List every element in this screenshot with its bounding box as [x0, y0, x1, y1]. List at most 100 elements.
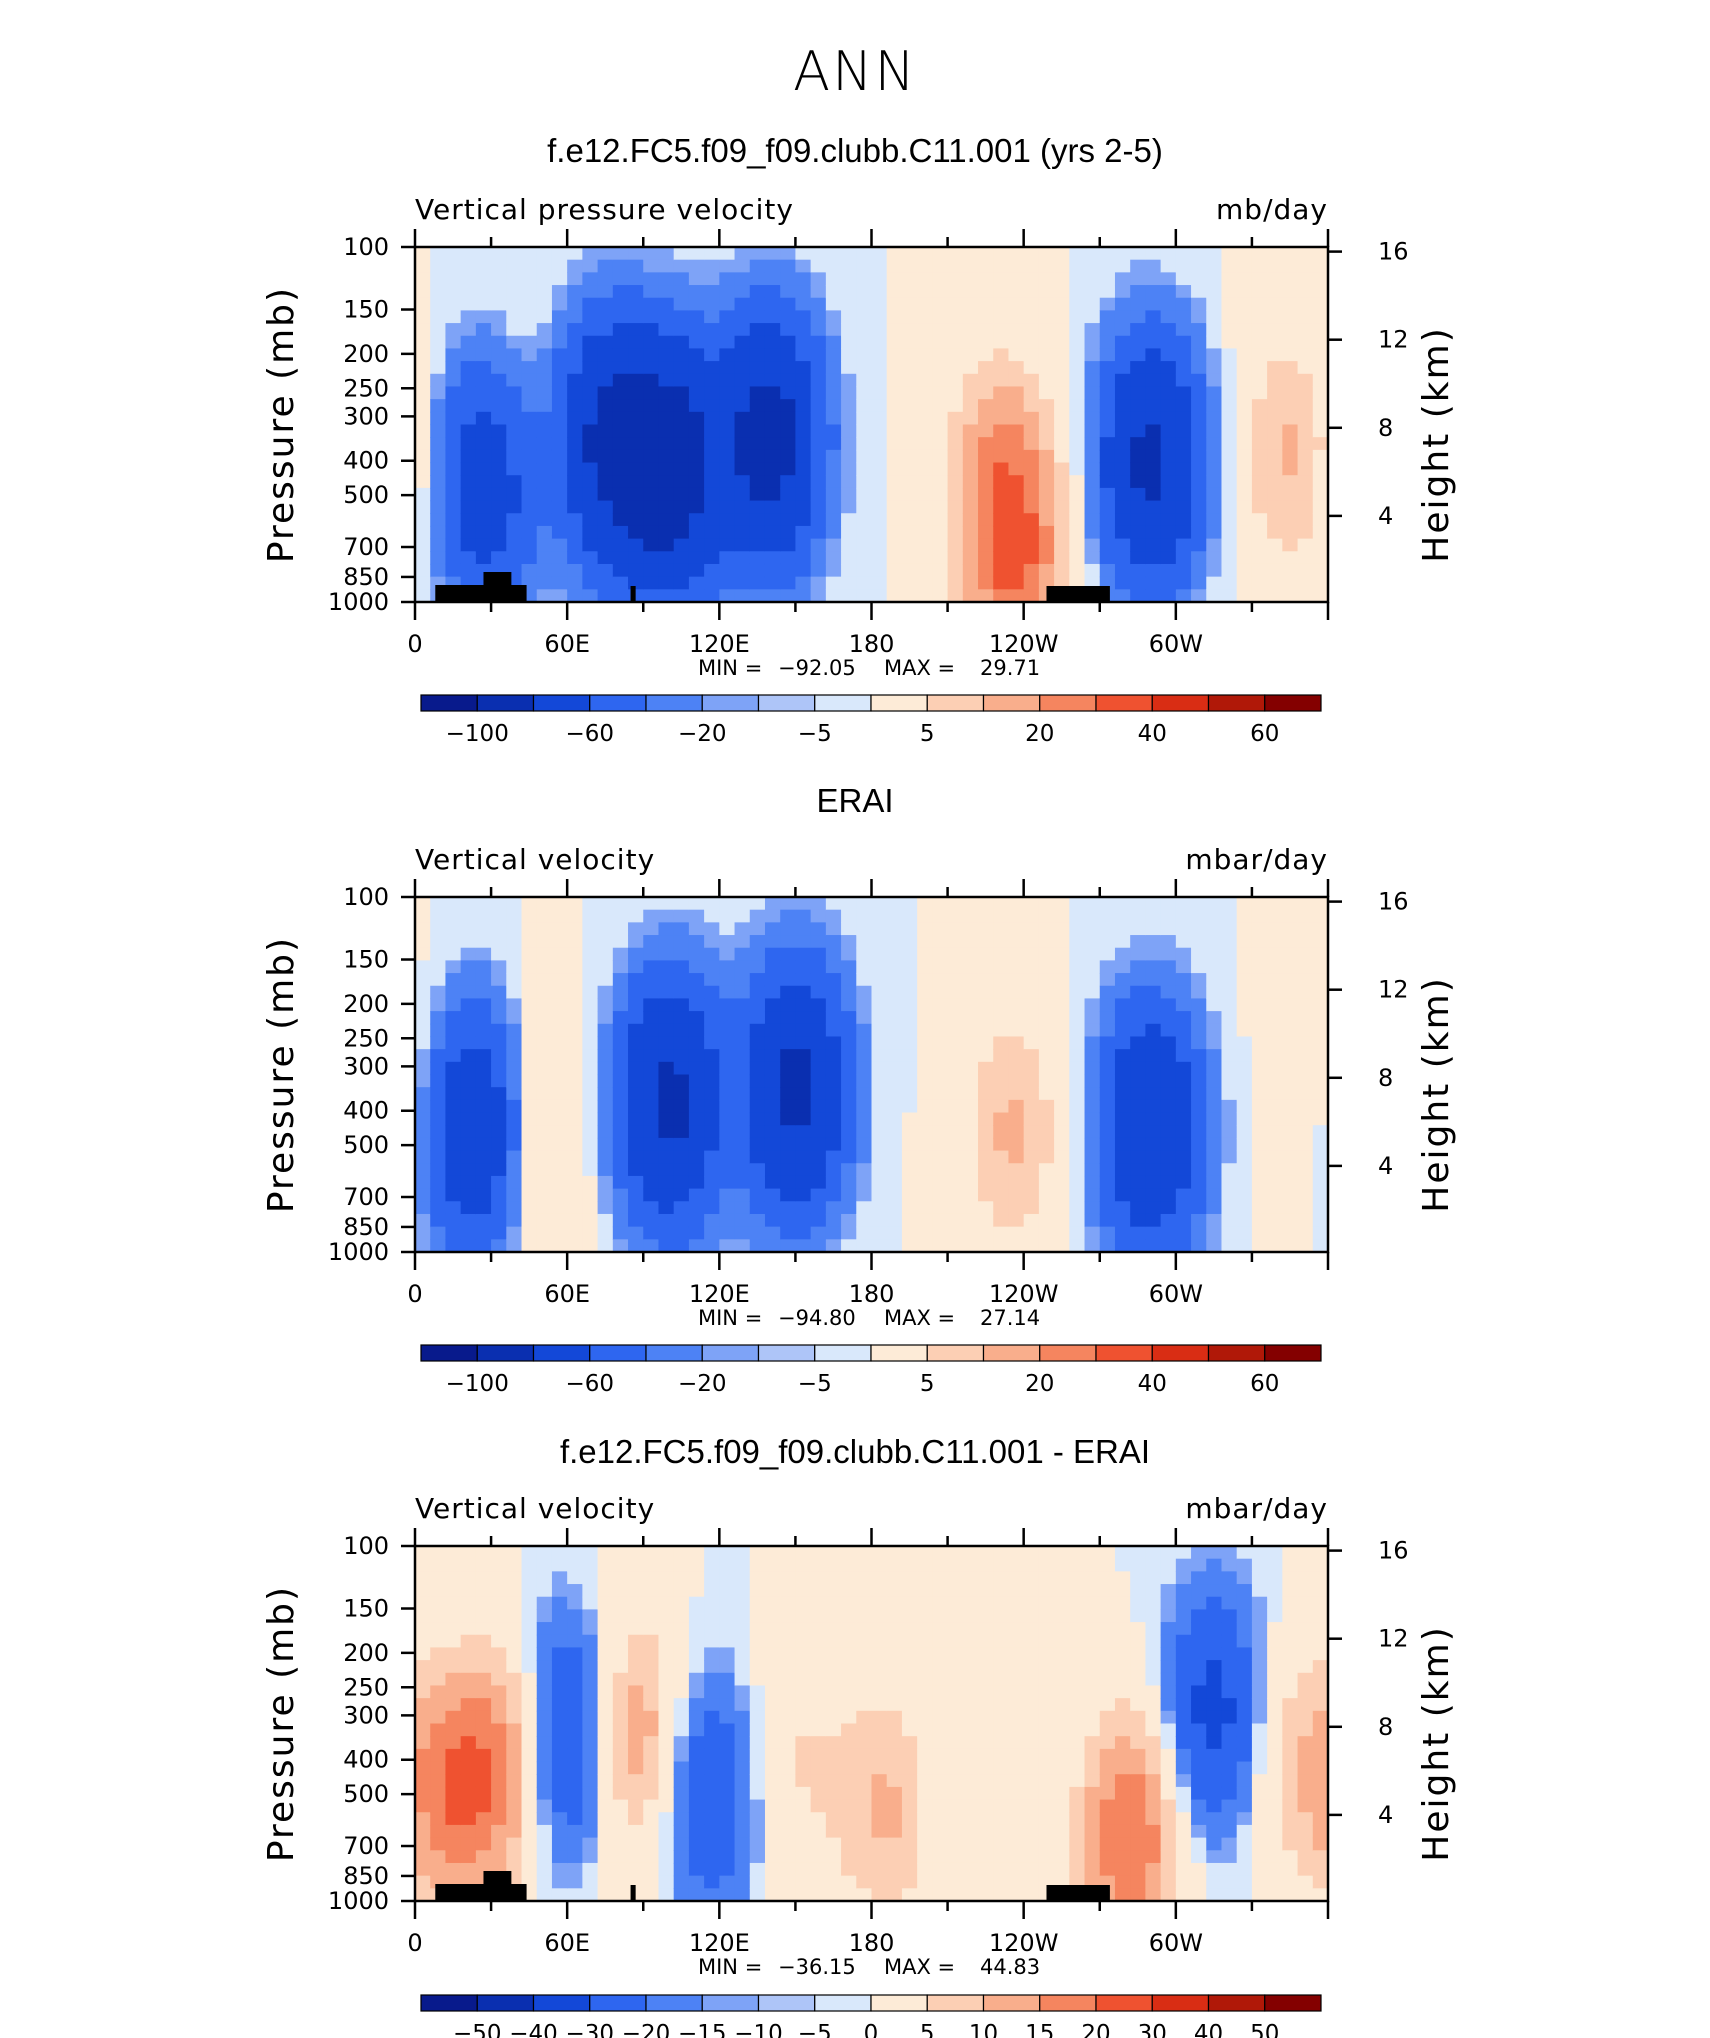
contour-cell: [764, 1672, 781, 1687]
contour-cell: [506, 272, 523, 286]
contour-cell: [901, 1087, 918, 1101]
contour-cell: [962, 487, 979, 502]
contour-cell: [978, 1125, 994, 1139]
contour-cell: [491, 1074, 507, 1088]
contour-cell: [1236, 487, 1253, 502]
contour-cell: [551, 1761, 568, 1775]
y-tick-label: 300: [343, 402, 389, 430]
contour-cell: [810, 1546, 827, 1560]
contour-cell: [612, 1824, 629, 1839]
contour-cell: [1145, 411, 1162, 426]
contour-cell: [841, 1799, 857, 1813]
contour-cell: [491, 1571, 507, 1585]
contour-cell: [612, 1761, 629, 1775]
contour-cell: [1175, 449, 1192, 464]
contour-cell: [1251, 1023, 1268, 1038]
contour-cell: [917, 1761, 933, 1775]
contour-cell: [993, 1622, 1010, 1636]
y-tick-label: 150: [343, 946, 389, 974]
x-tick-label: 120W: [989, 1280, 1059, 1308]
contour-cell: [1312, 247, 1329, 261]
contour-cell: [1054, 1774, 1070, 1788]
contour-cell: [1251, 1087, 1268, 1101]
contour-cell: [1191, 909, 1207, 923]
contour-cell: [460, 1596, 477, 1610]
contour-cell: [1191, 576, 1207, 590]
contour-cell: [551, 1239, 568, 1253]
contour-cell: [688, 1875, 705, 1889]
contour-cell: [749, 1584, 766, 1598]
x-tick-label: 180: [849, 1280, 895, 1308]
contour-cell: [856, 1036, 873, 1050]
contour-cell: [612, 897, 629, 911]
contour-cell: [1130, 1647, 1146, 1661]
contour-cell: [1099, 1213, 1116, 1228]
contour-cell: [1023, 1837, 1040, 1851]
contour-cell: [704, 1150, 720, 1164]
contour-cell: [1145, 1175, 1162, 1190]
contour-cell: [734, 1799, 751, 1813]
contour-cell: [1297, 310, 1314, 324]
contour-cell: [1145, 998, 1162, 1012]
contour-cell: [1312, 1163, 1329, 1177]
contour-cell: [582, 1213, 599, 1228]
contour-cell: [1054, 1672, 1070, 1687]
contour-cell: [1160, 1888, 1177, 1902]
contour-cell: [445, 1023, 462, 1038]
contour-cell: [841, 1634, 857, 1649]
contour-cell: [658, 1799, 675, 1813]
contour-cell: [1145, 1036, 1162, 1050]
contour-cell: [1221, 449, 1238, 464]
contour-cell: [1069, 247, 1086, 261]
contour-cell: [810, 1761, 827, 1775]
contour-cell: [1282, 1201, 1299, 1215]
contour-cell: [506, 513, 523, 527]
contour-cell: [810, 285, 827, 299]
contour-cell: [795, 285, 812, 299]
contour-cell: [947, 1774, 964, 1788]
contour-cell: [1145, 935, 1162, 949]
contour-cell: [1038, 1163, 1055, 1177]
contour-cell: [1084, 348, 1101, 362]
contour-cell: [1160, 1137, 1177, 1152]
contour-cell: [841, 909, 857, 923]
contour-cell: [1038, 1036, 1055, 1050]
contour-cell: [658, 1239, 675, 1253]
contour-cell: [460, 985, 477, 1000]
contour-cell: [1038, 1023, 1055, 1038]
contour-cell: [1099, 1049, 1116, 1063]
contour-cell: [962, 1226, 979, 1240]
contour-cell: [719, 1061, 736, 1076]
contour-cell: [430, 1736, 447, 1750]
contour-cell: [795, 1824, 812, 1839]
contour-cell: [993, 1201, 1010, 1215]
contour-cell: [445, 1163, 462, 1177]
contour-cell: [1206, 1125, 1223, 1139]
contour-cell: [1023, 1786, 1040, 1801]
contour-cell: [932, 1850, 949, 1864]
contour-cell: [1160, 373, 1177, 388]
contour-cell: [825, 935, 842, 949]
contour-cell: [1175, 589, 1192, 603]
contour-cell: [962, 323, 979, 337]
contour-cell: [947, 500, 964, 514]
contour-cell: [1251, 1011, 1268, 1025]
contour-cell: [491, 1112, 507, 1126]
contour-cell: [734, 1049, 751, 1063]
contour-cell: [1023, 437, 1040, 451]
contour-cell: [491, 348, 507, 362]
contour-cell: [597, 1023, 614, 1038]
contour-cell: [445, 1824, 462, 1839]
contour-cell: [886, 1748, 903, 1763]
contour-cell: [810, 1239, 827, 1253]
contour-cell: [1008, 1125, 1025, 1139]
contour-cell: [1069, 1761, 1086, 1775]
contour-cell: [1023, 589, 1040, 603]
contour-cell: [947, 462, 964, 476]
contour-cell: [567, 1723, 583, 1737]
contour-cell: [643, 1786, 660, 1801]
contour-cell: [1114, 1099, 1131, 1114]
contour-cell: [1130, 1112, 1146, 1126]
contour-cell: [901, 1761, 918, 1775]
contour-cell: [643, 935, 660, 949]
